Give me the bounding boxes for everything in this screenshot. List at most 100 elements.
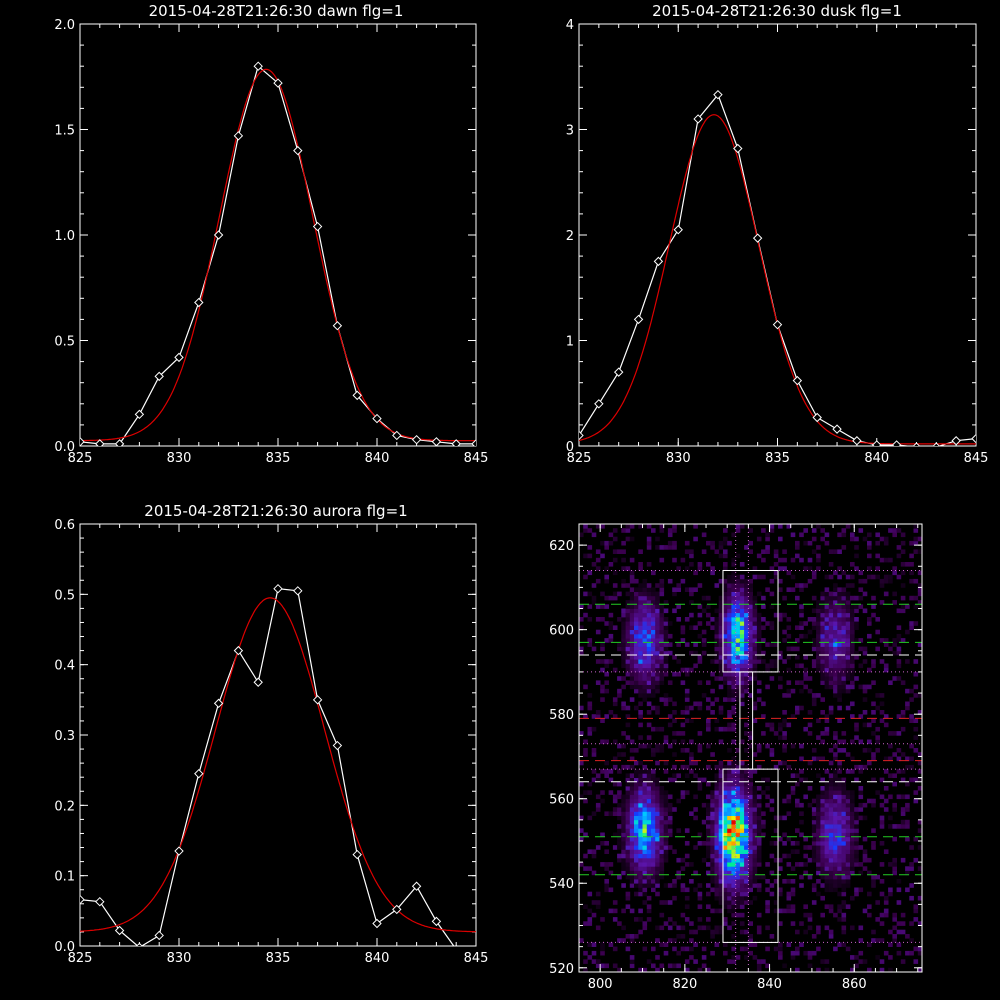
heatmap-cell (714, 887, 720, 893)
heatmap-cell (900, 583, 906, 588)
heatmap-cell (727, 790, 732, 795)
heatmap-cell (833, 781, 838, 787)
heatmap-cell (689, 650, 694, 656)
heatmap-cell (718, 866, 724, 871)
heatmap-cell (900, 638, 906, 643)
heatmap-cell (773, 642, 779, 647)
heatmap-cell (621, 794, 626, 800)
heatmap-cell (782, 710, 787, 715)
heatmap-cell (828, 866, 834, 871)
heatmap-cell (816, 836, 821, 842)
heatmap-cell (646, 828, 652, 833)
heatmap-cell (756, 824, 762, 829)
heatmap-cell (735, 693, 741, 698)
heatmap-cell (727, 764, 732, 770)
heatmap-cell (642, 967, 648, 972)
heatmap-cell (723, 777, 728, 783)
heatmap-cell (727, 604, 732, 609)
heatmap-cell (735, 629, 741, 635)
heatmap-cell (714, 638, 720, 643)
heatmap-cell (841, 853, 847, 859)
heatmap-cell (790, 587, 796, 592)
heatmap-cell (748, 642, 753, 647)
heatmap-cell (667, 540, 673, 546)
heatmap-cell (854, 853, 859, 859)
heatmap-cell (651, 625, 656, 630)
heatmap-cell (748, 849, 753, 854)
heatmap-cell (795, 862, 800, 867)
heatmap-cell (723, 811, 728, 816)
heatmap-cell (655, 663, 660, 669)
heatmap-cell (748, 528, 753, 533)
heatmap-cell (723, 642, 728, 647)
heatmap-cell (642, 887, 648, 893)
heatmap-cell (651, 528, 656, 533)
heatmap-cell (583, 553, 588, 559)
heatmap-cell (867, 566, 872, 571)
heatmap-cell (684, 959, 690, 964)
heatmap-cell (739, 671, 745, 677)
heatmap-cell (854, 832, 859, 838)
heatmap-cell (756, 642, 762, 647)
heatmap-cell (833, 735, 838, 740)
aurora-panel: 2015-04-28T21:26:30 aurora flg=1 825 830 8… (54, 502, 488, 966)
heatmap-cell (600, 862, 605, 867)
heatmap-cell (629, 625, 635, 630)
heatmap-cell (816, 925, 821, 931)
heatmap-cell (837, 769, 842, 774)
heatmap-cell (608, 532, 614, 538)
heatmap-cell (634, 857, 639, 863)
heatmap-cell (727, 798, 732, 804)
heatmap-cell (714, 642, 720, 647)
heatmap-cell (756, 841, 762, 846)
heatmap-cell (850, 836, 855, 842)
heatmap-cell (845, 524, 851, 529)
heatmap-cell (735, 528, 741, 533)
heatmap-cell (833, 633, 838, 639)
heatmap-cell (621, 608, 626, 614)
heatmap-cell (684, 904, 690, 909)
heatmap-cell (718, 608, 724, 614)
heatmap-cell (748, 540, 753, 546)
dusk-panel: 2015-04-28T21:26:30 dusk flg=1 825 830 835… (566, 2, 989, 466)
heatmap-cell (638, 629, 643, 635)
heatmap-cell (621, 866, 626, 871)
heatmap-cell (833, 587, 838, 592)
heatmap-cell (824, 769, 830, 774)
heatmap-cell (735, 600, 741, 605)
heatmap-cell (850, 574, 855, 580)
heatmap-cell (824, 870, 830, 876)
heatmap-cell (731, 959, 736, 964)
heatmap-cell (701, 549, 707, 554)
heatmap-cell (837, 866, 842, 871)
heatmap-cell (667, 621, 673, 626)
heatmap-cell (778, 955, 783, 960)
heatmap-cell (765, 879, 770, 884)
heatmap-cell (672, 963, 677, 969)
heatmap-cell (676, 950, 681, 956)
heatmap-cell (824, 883, 830, 888)
dusk-title: 2015-04-28T21:26:30 dusk flg=1 (652, 2, 902, 20)
heatmap-cell (739, 828, 745, 833)
heatmap-cell (862, 688, 868, 694)
heatmap-cell (786, 794, 792, 800)
heatmap-cell (850, 967, 855, 972)
heatmap-cell (727, 655, 732, 660)
heatmap-cell (778, 524, 783, 529)
heatmap-cell (680, 739, 686, 745)
heatmap-cell (634, 612, 639, 618)
heatmap-cell (718, 883, 724, 888)
heatmap-cell (579, 815, 584, 821)
heatmap-cell (735, 604, 741, 609)
heatmap-cell (655, 726, 660, 732)
heatmap-cell (765, 963, 770, 969)
heatmap-cell (799, 583, 804, 588)
heatmap-cell (625, 536, 631, 542)
heatmap-cell (621, 743, 626, 749)
heatmap-cell (909, 938, 914, 943)
heatmap-cell (731, 819, 736, 825)
heatmap-cell (761, 638, 766, 643)
heatmap-cell (727, 676, 732, 681)
heatmap-cell (811, 841, 817, 846)
heatmap-cell (655, 655, 660, 660)
